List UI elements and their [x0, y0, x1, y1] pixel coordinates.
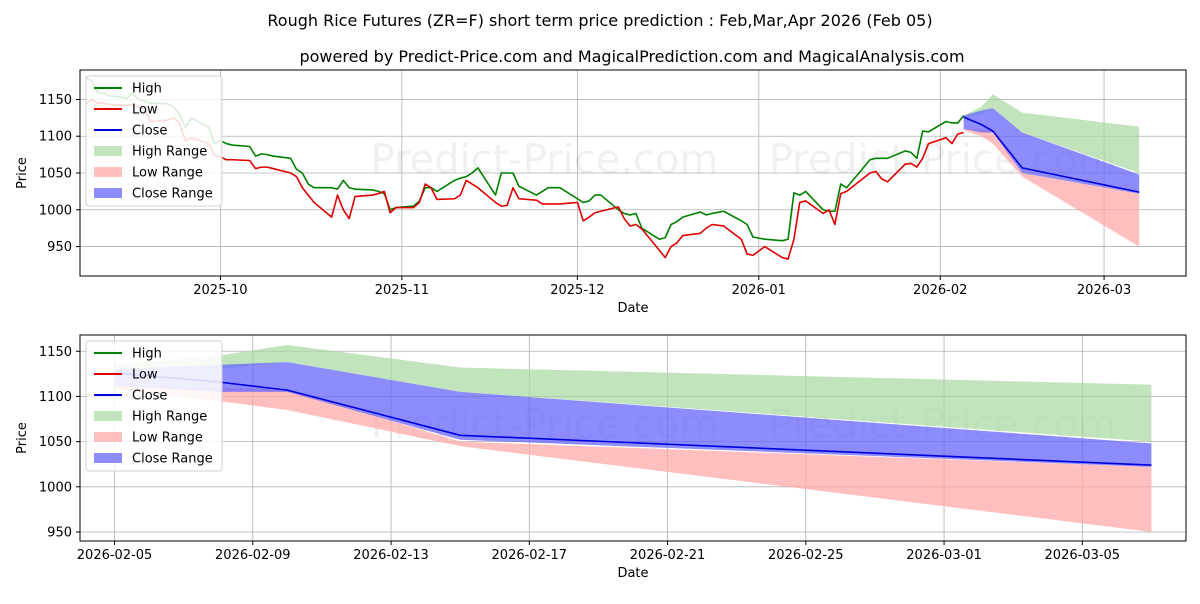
legend-label: High Range: [132, 145, 207, 160]
legend-label: High Range: [132, 410, 207, 425]
legend-label: Close: [132, 389, 167, 404]
legend: High Low Close High Range Low Range Close Ran…: [85, 75, 223, 207]
legend-label: Low Range: [132, 166, 203, 181]
legend-label: Low: [132, 368, 158, 383]
legend-label: Low Range: [132, 431, 203, 446]
y-tick-label: 950: [47, 525, 72, 540]
high-range-band: [963, 94, 1140, 173]
x-tick-label: 2026-01: [732, 283, 786, 298]
legend-swatch: [94, 432, 122, 442]
legend-swatch: [94, 167, 122, 177]
chart-title: Rough Rice Futures (ZR=F) short term pri…: [267, 11, 932, 30]
close-range-band: [963, 108, 1140, 194]
top-panel: Predict-Price.com Predict-Price.com2025-1…: [15, 69, 1187, 316]
legend-label: Close Range: [132, 187, 213, 202]
axes-frame: [79, 334, 1187, 542]
x-tick-label: 2026-02-21: [630, 548, 706, 563]
x-tick-label: 2026-02-25: [768, 548, 844, 563]
legend-swatch: [94, 411, 122, 421]
y-axis-label: Price: [15, 157, 30, 189]
legend: High Low Close High Range Low Range Close Ran…: [85, 340, 223, 472]
x-tick-label: 2026-03-05: [1045, 548, 1121, 563]
chart-subtitle: powered by Predict-Price.com and Magical…: [299, 47, 964, 66]
x-tick-label: 2026-03-01: [906, 548, 982, 563]
legend-label: High: [132, 347, 162, 362]
x-tick-label: 2026-02-17: [492, 548, 568, 563]
y-tick-label: 1050: [39, 167, 72, 182]
y-tick-label: 1100: [39, 390, 72, 405]
close-range-band: [114, 362, 1152, 467]
low-range-band: [963, 128, 1140, 247]
legend-label: Close: [132, 124, 167, 139]
x-tick-label: 2026-02-05: [77, 548, 153, 563]
x-tick-label: 2026-02-09: [215, 548, 291, 563]
x-tick-label: 2026-02-13: [353, 548, 429, 563]
legend-swatch: [94, 146, 122, 156]
y-axis-label: Price: [15, 422, 30, 454]
y-tick-label: 950: [47, 240, 72, 255]
x-tick-label: 2025-12: [550, 283, 604, 298]
high-range-band: [114, 344, 1152, 442]
y-tick-label: 1150: [39, 93, 72, 108]
watermark-text: Predict-Price.com: [371, 137, 719, 183]
y-tick-label: 1100: [39, 130, 72, 145]
y-tick-label: 1000: [39, 203, 72, 218]
x-tick-label: 2026-02: [913, 283, 967, 298]
x-tick-label: 2026-03: [1077, 283, 1131, 298]
x-axis-label: Date: [617, 301, 648, 316]
x-tick-label: 2025-11: [375, 283, 429, 298]
x-tick-label: 2025-10: [193, 283, 247, 298]
y-tick-label: 1050: [39, 435, 72, 450]
legend-swatch: [94, 453, 122, 463]
legend-swatch: [94, 188, 122, 198]
plot-area: [114, 344, 1152, 532]
low-range-band: [114, 385, 1152, 532]
legend-label: Low: [132, 103, 158, 118]
legend-label: Close Range: [132, 452, 213, 467]
legend-label: High: [132, 82, 162, 97]
bottom-panel: Predict-Price.comPredict-Price.com2026-0…: [15, 334, 1187, 581]
x-axis-label: Date: [617, 566, 648, 581]
y-tick-label: 1000: [39, 480, 72, 495]
close-series-line: [963, 116, 1140, 193]
y-tick-label: 1150: [39, 345, 72, 360]
